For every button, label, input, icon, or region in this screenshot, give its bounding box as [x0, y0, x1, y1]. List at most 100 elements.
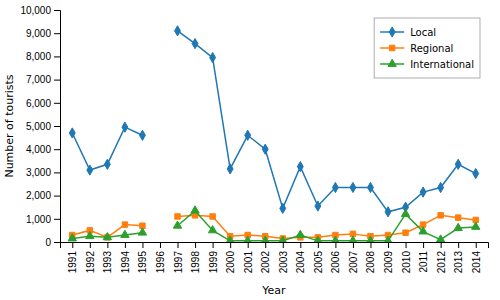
x-tick: 2005 — [313, 242, 324, 273]
chart: 1991199219931994199519961997199819992000… — [0, 0, 500, 300]
marks — [68, 26, 480, 242]
x-tick-label: 1996 — [155, 251, 166, 274]
x-axis-line — [61, 243, 489, 249]
x-tick-label: 1998 — [190, 251, 201, 274]
point — [401, 209, 409, 216]
point — [210, 52, 216, 62]
point — [226, 236, 234, 242]
point — [349, 236, 357, 242]
legend-item: Regional — [380, 43, 453, 54]
x-tick-label: 2014 — [471, 251, 482, 274]
y-tick: 4,000 — [26, 144, 60, 155]
x-tick-label: 2007 — [348, 251, 359, 274]
point — [191, 206, 199, 213]
legend-marker — [389, 45, 394, 50]
x-tick-mark — [406, 242, 407, 248]
x-tick-mark — [353, 242, 354, 248]
legend: LocalRegionalInternational — [374, 18, 480, 78]
point — [69, 128, 75, 138]
x-tick: 1991 — [67, 242, 78, 273]
x-tick: 2009 — [383, 242, 394, 273]
point — [227, 164, 233, 174]
x-tick-label: 2005 — [313, 251, 324, 274]
point — [473, 168, 479, 178]
y-axis-title: Number of tourists — [3, 74, 16, 177]
x-tick-mark — [441, 242, 442, 248]
x-tick: 1999 — [208, 242, 219, 273]
x-tick-mark — [160, 242, 161, 248]
y-tick-label: 9,000 — [26, 28, 51, 39]
x-tick: 2010 — [401, 242, 412, 273]
y-tick: 8,000 — [26, 51, 60, 62]
point — [173, 221, 181, 228]
x-tick-label: 2006 — [330, 251, 341, 274]
y-tick-mark — [54, 33, 60, 34]
x-tick: 1995 — [137, 242, 148, 273]
x-tick-mark — [142, 242, 143, 248]
x-tick: 2007 — [348, 242, 359, 273]
x-tick: 2001 — [243, 242, 254, 273]
x-tick-mark — [283, 242, 284, 248]
y-tick-mark — [54, 242, 60, 243]
y-tick-label: 10,000 — [20, 5, 51, 16]
x-tick-mark — [318, 242, 319, 248]
y-tick-mark — [54, 126, 60, 127]
point — [331, 236, 339, 242]
series-line — [72, 215, 475, 238]
y-tick-mark — [54, 196, 60, 197]
x-tick-mark — [388, 242, 389, 248]
x-tick-label: 1993 — [102, 251, 113, 274]
x-tick-label: 2003 — [278, 251, 289, 274]
x-tick-label: 2008 — [365, 251, 376, 274]
x-tick: 1997 — [173, 242, 184, 273]
point — [332, 182, 338, 192]
y-tick-label: 8,000 — [26, 51, 51, 62]
x-tick-mark — [213, 242, 214, 248]
y-tick-mark — [54, 219, 60, 220]
x-tick-mark — [125, 242, 126, 248]
x-tick: 1993 — [102, 242, 113, 273]
y-tick-label: 1,000 — [26, 214, 51, 225]
x-tick-label: 2004 — [295, 251, 306, 274]
y-tick: 3,000 — [26, 167, 60, 178]
y-tick-mark — [54, 149, 60, 150]
point — [210, 214, 215, 219]
y-tick: 0 — [45, 237, 60, 248]
point — [122, 222, 127, 227]
x-tick: 2000 — [225, 242, 236, 273]
x-tick-mark — [72, 242, 73, 248]
x-tick: 2002 — [260, 242, 271, 273]
x-tick-mark — [370, 242, 371, 248]
series — [68, 206, 480, 242]
x-tick: 2004 — [295, 242, 306, 273]
x-tick-mark — [300, 242, 301, 248]
x-tick-mark — [248, 242, 249, 248]
point — [104, 159, 110, 169]
point — [280, 203, 286, 213]
legend-label: Regional — [410, 43, 453, 54]
x-tick-mark — [265, 242, 266, 248]
x-tick-mark — [107, 242, 108, 248]
y-tick-label: 4,000 — [26, 144, 51, 155]
legend-item: Local — [380, 27, 436, 38]
x-tick: 2008 — [365, 242, 376, 273]
x-tick-label: 1991 — [67, 251, 78, 274]
x-tick-label: 2002 — [260, 251, 271, 274]
x-tick-mark — [458, 242, 459, 248]
point — [314, 236, 322, 242]
point — [192, 39, 198, 49]
x-tick: 1994 — [120, 242, 131, 273]
point — [472, 222, 480, 229]
x-tick: 2011 — [418, 242, 429, 273]
point — [208, 226, 216, 233]
x-tick-label: 2012 — [436, 251, 447, 274]
x-tick-label: 2009 — [383, 251, 394, 274]
y-tick-label: 3,000 — [26, 167, 51, 178]
point — [122, 122, 128, 132]
point — [175, 214, 180, 219]
x-tick: 2013 — [453, 242, 464, 273]
y-tick-mark — [54, 103, 60, 104]
x-tick-mark — [195, 242, 196, 248]
point — [366, 236, 374, 242]
x-axis: 1991199219931994199519961997199819992000… — [61, 242, 489, 273]
